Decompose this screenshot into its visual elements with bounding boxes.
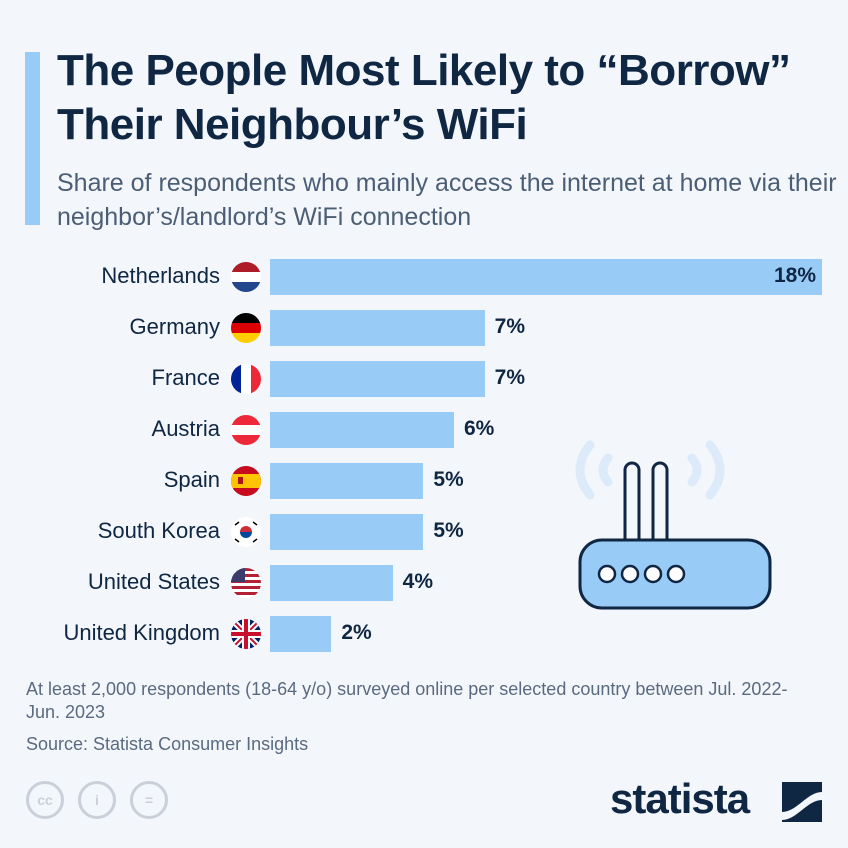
router-icon — [575, 440, 772, 610]
bar-row: France 7% — [0, 361, 848, 397]
title-accent-bar — [25, 52, 40, 225]
flag-icon — [231, 619, 261, 649]
value-label: 7% — [494, 366, 526, 389]
no-derivatives-icon[interactable]: = — [130, 781, 168, 819]
value-label: 5% — [433, 468, 464, 491]
statista-logo[interactable]: statista — [610, 775, 750, 822]
flag-icon — [231, 517, 261, 547]
bar — [270, 259, 822, 295]
statista-logo-mark — [782, 782, 822, 822]
footnote: At least 2,000 respondents (18-64 y/o) s… — [26, 679, 788, 722]
value-label: 6% — [464, 417, 495, 440]
bar — [270, 412, 454, 448]
bar-row: United Kingdom 2% — [0, 616, 848, 652]
bar — [270, 616, 332, 652]
category-label: South Korea — [97, 518, 220, 543]
value-label: 18% — [773, 264, 816, 287]
category-label: Netherlands — [101, 263, 220, 288]
flag-icon — [231, 313, 261, 343]
category-label: Germany — [129, 314, 220, 339]
source-text: Source: Statista Consumer Insights — [26, 734, 309, 754]
bar-row: South Korea 5% — [0, 514, 848, 550]
flag-icon — [231, 415, 261, 445]
bar-row: Austria 6% — [0, 412, 848, 448]
bar-row: Spain 5% — [0, 463, 848, 499]
bar — [270, 310, 485, 346]
flag-icon — [231, 568, 261, 598]
bar-row: Germany 7% — [0, 310, 848, 346]
bar — [270, 463, 424, 499]
flag-icon — [231, 364, 261, 394]
value-label: 5% — [433, 519, 464, 542]
flag-icon — [231, 262, 261, 292]
bar — [270, 514, 424, 550]
chart-subtitle: Share of respondents who mainly access t… — [57, 169, 837, 231]
category-label: United States — [87, 569, 220, 594]
bar — [270, 361, 485, 397]
value-label: 2% — [341, 621, 372, 644]
value-label: 4% — [402, 570, 434, 593]
bar — [270, 565, 393, 601]
value-label: 7% — [494, 315, 526, 338]
flag-icon — [231, 466, 261, 496]
category-label: United Kingdom — [63, 620, 220, 645]
attribution-icon[interactable]: i — [78, 781, 116, 819]
category-label: Austria — [151, 416, 220, 441]
cc-icon[interactable]: cc — [26, 781, 64, 819]
bar-row: United States 4% — [0, 565, 848, 601]
category-label: France — [151, 365, 220, 390]
category-label: Spain — [163, 467, 220, 492]
bar-row: Netherlands 18% — [0, 259, 848, 295]
chart-title: The People Most Likely to “Borrow” Their… — [57, 46, 791, 149]
